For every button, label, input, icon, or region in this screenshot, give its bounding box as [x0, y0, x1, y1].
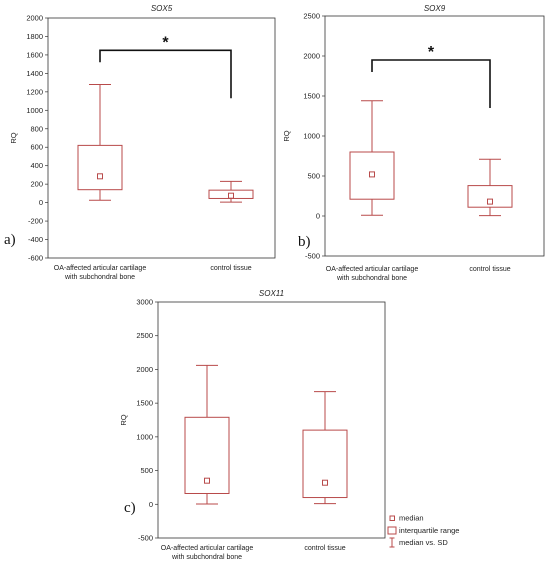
chart-panel-3: SOX11 -500 0 500 1000 1500 2000 2500 3000 RQ OA-af…	[119, 289, 386, 561]
y-tick-label: 1200	[26, 87, 43, 96]
category-label: OA-affected articular cartilage	[326, 266, 419, 273]
y-tick-label: 2500	[136, 331, 153, 340]
legend-median-symbol	[389, 515, 395, 521]
median-marker	[204, 477, 210, 484]
y-tick-label: 0	[39, 198, 43, 207]
chart-title: SOX5	[151, 4, 173, 13]
box-1	[184, 364, 230, 505]
y-axis-label: RQ	[119, 414, 128, 425]
plot-frame	[47, 17, 276, 259]
panel-label: c)	[124, 500, 136, 516]
category-label: control tissue	[469, 266, 510, 273]
chart-panel-1: SOX5 -600 -400 -200 0 200 400 600 800 1000 1200 140…	[4, 4, 276, 281]
y-tick-label: 2000	[136, 365, 153, 374]
median-marker	[487, 198, 493, 205]
box-2	[302, 391, 348, 505]
significance-bracket	[99, 49, 232, 99]
legend: median interquartile range median vs. SD	[387, 514, 459, 548]
category-label: OA-affected articular cartilage	[54, 265, 147, 272]
iqr-box	[184, 416, 230, 494]
chart-title: SOX9	[424, 4, 446, 13]
iqr-box	[77, 144, 123, 191]
median-marker	[97, 173, 103, 180]
y-tick-label: 200	[30, 180, 43, 189]
chart-title: SOX11	[259, 289, 284, 298]
y-tick-label: 600	[30, 143, 43, 152]
y-tick-label: 1400	[26, 69, 43, 78]
panel-label: a)	[4, 232, 16, 248]
y-axis-label: RQ	[282, 130, 291, 141]
iqr-box	[349, 151, 395, 200]
legend-label: median vs. SD	[399, 538, 448, 547]
y-tick-label: 3000	[136, 298, 153, 307]
significance-bracket	[371, 59, 491, 108]
significance-star: *	[428, 44, 435, 61]
y-tick-label: 2500	[303, 12, 320, 21]
y-tick-label: 400	[30, 161, 43, 170]
panel-label: b)	[298, 234, 311, 250]
category-label: control tissue	[210, 265, 251, 272]
y-axis-label: RQ	[9, 132, 18, 143]
y-tick-label: 1600	[26, 50, 43, 59]
iqr-box	[467, 185, 513, 208]
y-tick-label: 1500	[136, 399, 153, 408]
category-label: control tissue	[304, 545, 345, 552]
legend-iqr-symbol	[387, 526, 397, 535]
y-tick-label: 1800	[26, 32, 43, 41]
box-2	[208, 180, 254, 203]
y-tick-label: -400	[28, 235, 43, 244]
y-tick-label: 0	[316, 212, 320, 221]
median-marker	[369, 171, 375, 178]
y-tick-label: 1500	[303, 92, 320, 101]
y-tick-label: -500	[138, 534, 153, 543]
iqr-box	[302, 429, 348, 499]
category-label: with subchondral bone	[336, 275, 407, 282]
category-label: with subchondral bone	[171, 554, 242, 561]
legend-label: median	[399, 514, 424, 523]
y-tick-label: 1000	[26, 106, 43, 115]
plot-frame	[324, 15, 545, 257]
y-tick-label: -200	[28, 217, 43, 226]
y-tick-label: 1000	[303, 132, 320, 141]
plot-frame	[157, 301, 386, 539]
y-tick-label: 0	[149, 500, 153, 509]
chart-panel-2: SOX9 -500 0 500 1000 1500 2000 2500 RQ OA-affecte…	[282, 4, 545, 282]
legend-label: interquartile range	[399, 526, 459, 535]
y-tick-label: 1000	[136, 432, 153, 441]
box-2	[467, 158, 513, 217]
category-label: with subchondral bone	[64, 274, 135, 281]
significance-star: *	[162, 34, 169, 51]
y-tick-label: 2000	[303, 52, 320, 61]
y-tick-label: 500	[140, 466, 153, 475]
median-marker	[228, 192, 234, 199]
y-tick-label: 2000	[26, 14, 43, 23]
y-tick-label: -600	[28, 254, 43, 263]
box-1	[77, 83, 123, 201]
median-marker	[322, 479, 328, 486]
y-tick-label: 500	[307, 172, 320, 181]
category-label: OA-affected articular cartilage	[161, 545, 254, 552]
y-tick-label: -500	[305, 252, 320, 261]
box-1	[349, 100, 395, 216]
y-tick-label: 800	[30, 124, 43, 133]
